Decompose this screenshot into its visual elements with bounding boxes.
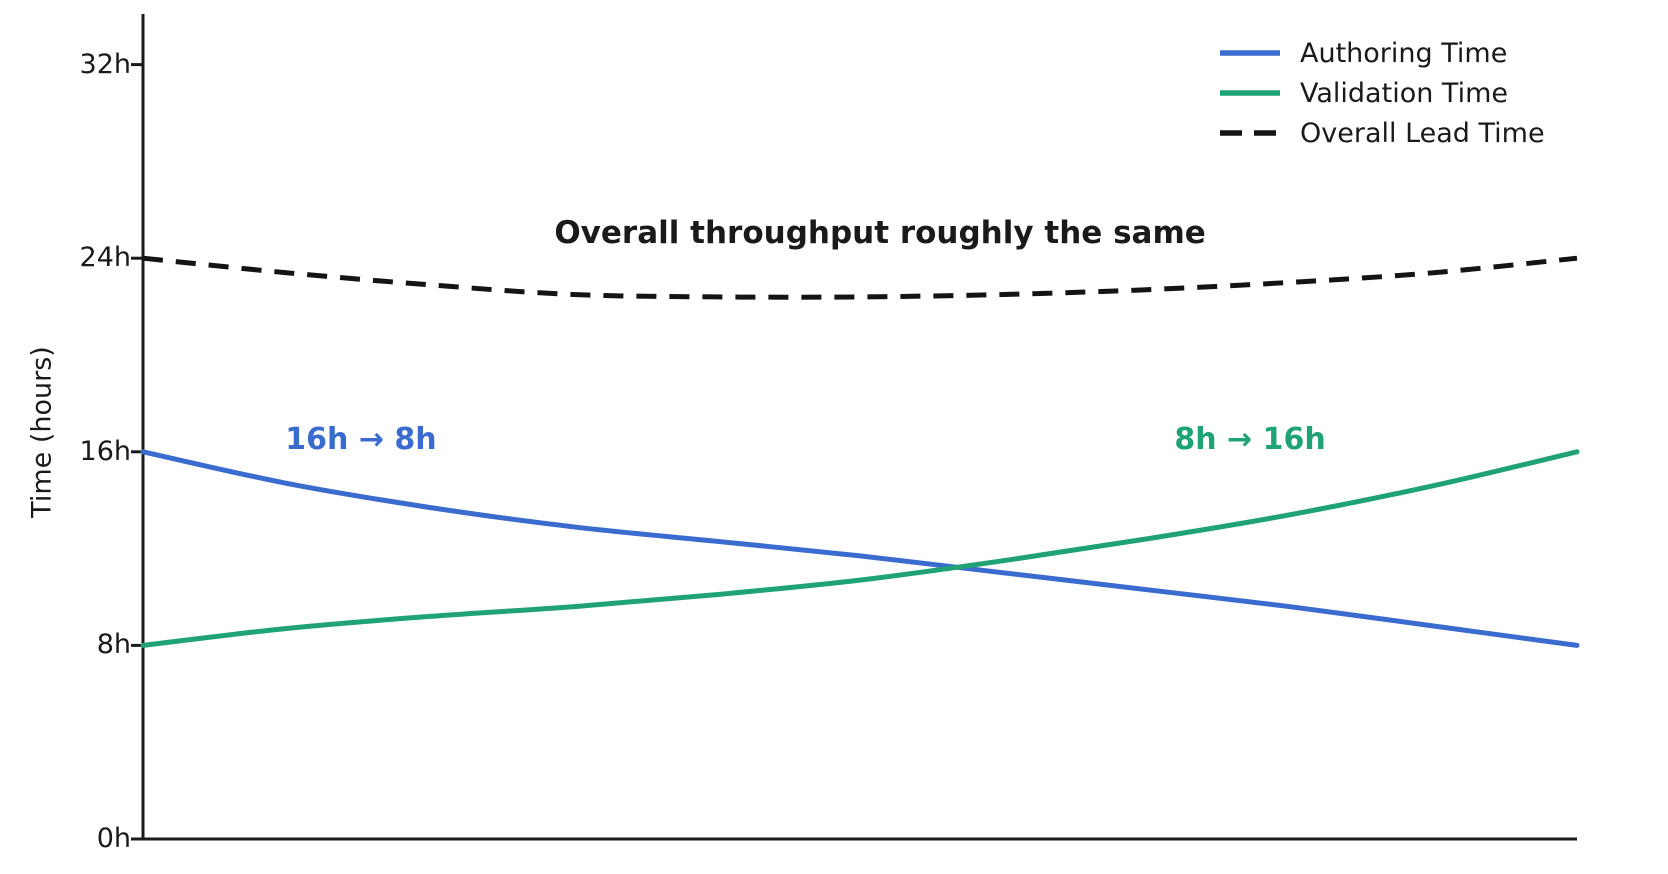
authoring-time-line <box>140 449 1580 648</box>
authoring-time-legend-swatch-icon <box>1220 50 1280 56</box>
legend-item-validation-time: Validation Time <box>1220 78 1545 108</box>
y-tick-label: 16h <box>79 435 131 467</box>
authoring-change-annotation: 16h → 8h <box>285 421 437 457</box>
legend-item-overall-lead-time: Overall Lead Time <box>1220 118 1545 148</box>
legend-label: Validation Time <box>1300 77 1508 109</box>
overall-lead-time-line <box>142 255 1578 300</box>
y-tick-label: 24h <box>79 242 131 274</box>
legend: Authoring Time Validation Time Overall Lea… <box>1220 38 1545 148</box>
validation-time-legend-swatch-icon <box>1220 90 1280 96</box>
legend-item-authoring-time: Authoring Time <box>1220 38 1545 68</box>
overall-lead-time-legend-swatch-icon <box>1220 130 1280 136</box>
overall-note-annotation: Overall throughput roughly the same <box>554 215 1206 252</box>
y-axis-label: Time (hours) <box>26 346 58 518</box>
legend-label: Authoring Time <box>1300 37 1508 69</box>
y-tick-label: 8h <box>96 629 131 661</box>
validation-time-line <box>140 449 1580 648</box>
validation-change-annotation: 8h → 16h <box>1174 421 1326 457</box>
y-tick-label: 0h <box>96 823 131 855</box>
y-tick-label: 32h <box>79 48 131 80</box>
legend-label: Overall Lead Time <box>1300 117 1545 149</box>
